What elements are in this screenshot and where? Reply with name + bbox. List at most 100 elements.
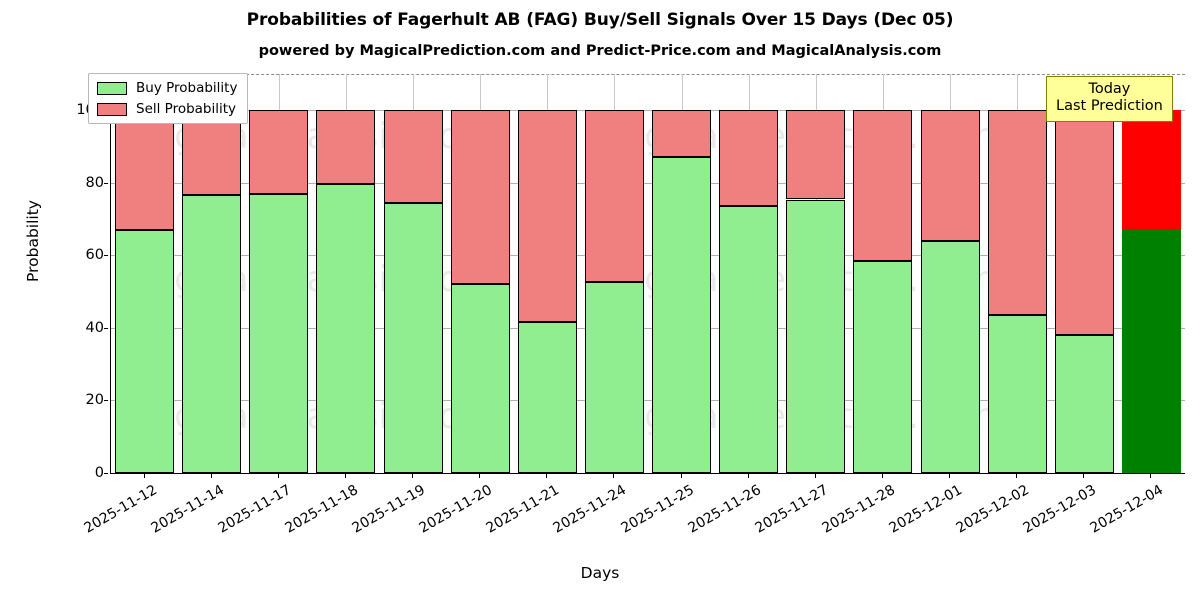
y-tick-label: 60 bbox=[85, 247, 104, 264]
y-tick-label: 0 bbox=[94, 465, 104, 481]
reference-line bbox=[111, 74, 1185, 75]
bar-segment-buy[interactable] bbox=[450, 284, 510, 473]
legend-item-buy: Buy Probability bbox=[97, 80, 237, 96]
x-tick-mark bbox=[144, 474, 145, 478]
y-tick-mark bbox=[104, 328, 108, 329]
y-tick-label: 20 bbox=[85, 392, 104, 409]
chart-legend: Buy Probability Sell Probability bbox=[88, 73, 249, 124]
bar-segment-sell[interactable] bbox=[920, 110, 980, 241]
bar-segment-buy[interactable] bbox=[987, 315, 1047, 473]
bar-group[interactable] bbox=[249, 74, 309, 473]
bar-segment-sell[interactable] bbox=[1121, 110, 1181, 230]
horizontal-gridline bbox=[111, 255, 1185, 256]
bar-group[interactable] bbox=[652, 74, 712, 473]
today-annotation: Today Last Prediction bbox=[1046, 76, 1173, 122]
x-tick-mark bbox=[345, 474, 346, 478]
bar-segment-buy[interactable] bbox=[584, 281, 644, 473]
bar-segment-sell[interactable] bbox=[786, 110, 846, 200]
bar-segment-sell[interactable] bbox=[584, 110, 644, 282]
bar-today[interactable] bbox=[1121, 74, 1181, 473]
y-tick-mark bbox=[104, 183, 108, 184]
horizontal-gridline bbox=[111, 110, 1185, 111]
x-tick-mark bbox=[815, 474, 816, 478]
bar-segment-buy[interactable] bbox=[517, 322, 577, 473]
y-tick-mark bbox=[104, 255, 108, 256]
today-annotation-line1: Today bbox=[1088, 81, 1131, 97]
x-tick-mark bbox=[882, 474, 883, 478]
bar-segment-sell[interactable] bbox=[987, 110, 1047, 316]
bar-group[interactable] bbox=[987, 74, 1047, 473]
x-tick-mark bbox=[211, 474, 212, 478]
chart-subtitle: powered by MagicalPrediction.com and Pre… bbox=[258, 43, 942, 59]
y-axis-ticks: 020406080100 bbox=[56, 74, 108, 481]
bar-segment-buy[interactable] bbox=[1054, 335, 1114, 473]
bar-group[interactable] bbox=[1054, 74, 1114, 473]
x-axis-spine bbox=[110, 473, 1185, 474]
horizontal-gridline bbox=[111, 400, 1185, 401]
bar-segment-sell[interactable] bbox=[719, 110, 779, 206]
bar-segment-sell[interactable] bbox=[1054, 110, 1114, 336]
y-tick-label: 40 bbox=[85, 319, 104, 336]
bar-segment-buy[interactable] bbox=[652, 157, 712, 473]
bar-segment-sell[interactable] bbox=[853, 110, 913, 261]
legend-swatch-buy-icon bbox=[97, 81, 127, 95]
horizontal-gridline bbox=[111, 183, 1185, 184]
plot-inner: MagicalAnalysis.comMagicalPrediction.com… bbox=[111, 74, 1185, 473]
x-tick-mark bbox=[949, 474, 950, 478]
x-tick-mark bbox=[546, 474, 547, 478]
bar-segment-buy[interactable] bbox=[786, 199, 846, 473]
x-tick-mark bbox=[1150, 474, 1151, 478]
x-tick-mark bbox=[278, 474, 279, 478]
bar-segment-buy[interactable] bbox=[115, 229, 175, 473]
x-tick-mark bbox=[613, 474, 614, 478]
bar-segment-buy[interactable] bbox=[383, 202, 443, 473]
bar-segment-buy[interactable] bbox=[920, 240, 980, 473]
x-tick-mark bbox=[412, 474, 413, 478]
bar-segment-sell[interactable] bbox=[249, 110, 309, 194]
y-axis-label: Probability bbox=[23, 200, 42, 282]
bar-segment-buy[interactable] bbox=[316, 183, 376, 473]
bar-segment-buy[interactable] bbox=[249, 193, 309, 473]
bar-group[interactable] bbox=[719, 74, 779, 473]
horizontal-gridline bbox=[111, 328, 1185, 329]
bar-group[interactable] bbox=[920, 74, 980, 473]
bar-group[interactable] bbox=[786, 74, 846, 473]
bar-segment-buy[interactable] bbox=[182, 194, 242, 473]
y-tick-mark bbox=[104, 473, 108, 474]
bar-group[interactable] bbox=[383, 74, 443, 473]
legend-item-sell: Sell Probability bbox=[97, 101, 237, 117]
legend-swatch-sell-icon bbox=[97, 102, 127, 116]
bar-segment-buy[interactable] bbox=[853, 260, 913, 473]
bar-group[interactable] bbox=[584, 74, 644, 473]
bar-group[interactable] bbox=[182, 74, 242, 473]
bar-segment-sell[interactable] bbox=[383, 110, 443, 203]
bar-segment-buy[interactable] bbox=[719, 205, 779, 473]
bar-segment-sell[interactable] bbox=[182, 110, 242, 195]
plot-area: MagicalAnalysis.comMagicalPrediction.com… bbox=[110, 74, 1185, 474]
x-tick-mark bbox=[479, 474, 480, 478]
x-tick-mark bbox=[1016, 474, 1017, 478]
y-tick-label: 80 bbox=[85, 174, 104, 191]
y-axis-spine bbox=[110, 74, 111, 474]
bar-group[interactable] bbox=[316, 74, 376, 473]
y-tick-mark bbox=[104, 400, 108, 401]
bar-segment-sell[interactable] bbox=[115, 110, 175, 230]
legend-label-buy: Buy Probability bbox=[136, 80, 238, 96]
bar-group[interactable] bbox=[853, 74, 913, 473]
legend-label-sell: Sell Probability bbox=[136, 101, 237, 117]
bar-segment-sell[interactable] bbox=[450, 110, 510, 285]
today-annotation-line2: Last Prediction bbox=[1056, 98, 1163, 115]
page-title: Probabilities of Fagerhult AB (FAG) Buy/… bbox=[246, 10, 954, 30]
x-tick-mark bbox=[1083, 474, 1084, 478]
bar-segment-sell[interactable] bbox=[517, 110, 577, 323]
bar-segment-buy[interactable] bbox=[1121, 229, 1181, 473]
x-axis-label: Days bbox=[580, 564, 620, 582]
bar-segment-sell[interactable] bbox=[652, 110, 712, 158]
bar-group[interactable] bbox=[115, 74, 175, 473]
bar-group[interactable] bbox=[450, 74, 510, 473]
x-axis-ticks: 2025-11-12 2025-11-14 2025-11-17 2025-11-18… bbox=[81, 474, 1185, 594]
bar-group[interactable] bbox=[517, 74, 577, 473]
bar-segment-sell[interactable] bbox=[316, 110, 376, 184]
x-tick-mark bbox=[681, 474, 682, 478]
